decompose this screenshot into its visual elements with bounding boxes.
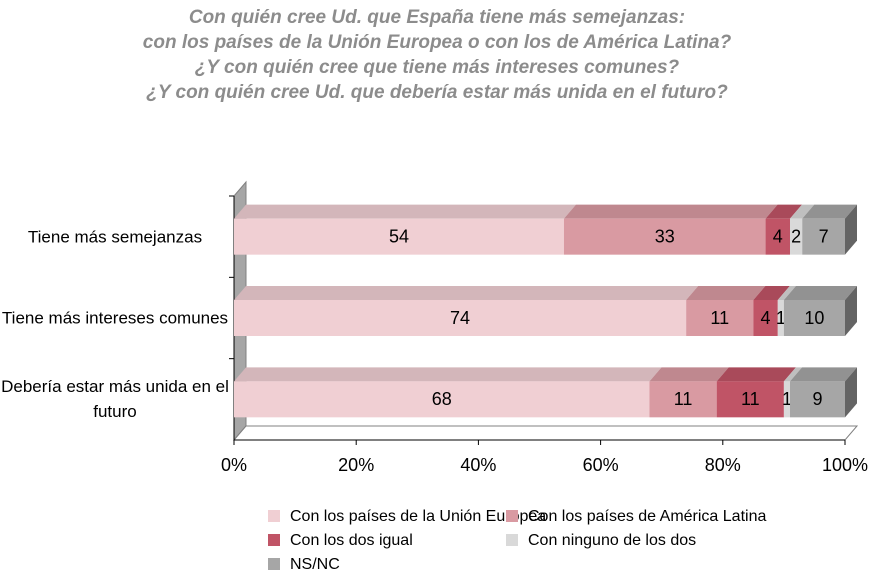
bar	[716, 381, 784, 418]
floor	[232, 425, 859, 441]
value-label: 1	[776, 308, 786, 328]
bar-side	[845, 367, 857, 418]
legend-swatch	[506, 534, 518, 546]
chart-title: con los países de la Unión Europea o con…	[143, 32, 732, 53]
value-label: 11	[741, 389, 760, 409]
chart-title: Con quién cree Ud. que España tiene más …	[189, 7, 685, 28]
legend-swatch	[268, 558, 280, 570]
legend-swatch	[268, 510, 280, 522]
legend-swatch	[506, 510, 518, 522]
bar-top	[234, 286, 699, 300]
bar-top	[234, 367, 662, 382]
bar-top	[563, 204, 778, 219]
value-label: 9	[812, 389, 822, 409]
value-label: 2	[791, 226, 801, 246]
value-label: 74	[450, 308, 470, 328]
value-label: 10	[804, 308, 824, 328]
legend-label: Con los dos igual	[290, 532, 413, 549]
legend-swatch	[268, 534, 280, 546]
bar	[234, 300, 687, 336]
bar	[783, 381, 791, 418]
bar-top	[790, 367, 857, 382]
legend-label: Con los países de la Unión Europea	[290, 508, 546, 525]
bar-side	[845, 286, 857, 336]
bar-side	[845, 204, 857, 255]
value-label: 33	[655, 226, 675, 246]
bar-top	[234, 204, 576, 219]
bar	[753, 300, 778, 336]
bar	[234, 218, 564, 255]
value-label: 68	[432, 389, 452, 409]
bar	[802, 218, 845, 255]
chart-title: ¿Y con quién cree Ud. que debería estar …	[146, 82, 728, 103]
value-label: 11	[674, 389, 693, 409]
x-tick-label: 40%	[460, 455, 496, 475]
bar-top	[790, 204, 815, 219]
bar	[790, 381, 845, 418]
x-tick-label: 0%	[221, 455, 247, 475]
x-tick-label: 20%	[338, 455, 374, 475]
legend-label: Con ninguno de los dos	[528, 532, 696, 549]
bar	[686, 300, 754, 336]
value-label: 7	[819, 226, 829, 246]
bar	[765, 218, 791, 255]
bar-top	[783, 367, 803, 382]
value-label: 4	[773, 226, 783, 246]
bar	[234, 381, 650, 418]
legend-label: NS/NC	[290, 556, 340, 573]
x-tick-label: 60%	[583, 455, 619, 475]
chart-title: ¿Y con quién cree que tiene más interese…	[195, 57, 680, 78]
bar	[777, 300, 784, 336]
bar	[790, 218, 803, 255]
bar-top	[765, 204, 803, 219]
bar-top	[686, 286, 766, 300]
bar-top	[777, 286, 796, 300]
bar	[649, 381, 717, 418]
y-tick-label: Tiene más semejanzas	[27, 227, 203, 247]
bar	[783, 300, 845, 336]
legend-label: Con los países de América Latina	[528, 508, 766, 525]
y-tick-label: Debería estar más unida en el futuro	[1, 377, 229, 422]
value-label: 54	[389, 226, 409, 246]
bar-top	[753, 286, 790, 300]
x-tick-label: 100%	[822, 455, 868, 475]
bar-top	[649, 367, 729, 382]
value-label: 4	[761, 308, 771, 328]
bar-top	[716, 367, 796, 382]
x-tick-label: 80%	[705, 455, 741, 475]
value-label: 11	[710, 308, 729, 328]
y-tick-label: Tiene más intereses comunes	[1, 308, 229, 328]
value-label: 1	[782, 389, 792, 409]
bar-top	[783, 286, 857, 300]
bar	[563, 218, 766, 255]
bar-top	[802, 204, 857, 219]
